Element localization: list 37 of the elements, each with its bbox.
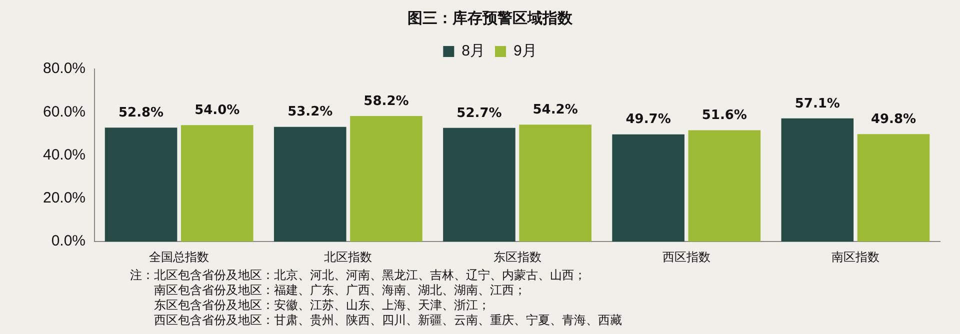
data-label: 51.6%	[702, 108, 747, 124]
x-tick-label: 南区指数	[831, 250, 880, 264]
bar	[274, 126, 346, 242]
data-label: 54.0%	[194, 102, 240, 118]
text: 南区包含省份及地区：福建、广东、广西、海南、湖北、湖南、江西；	[153, 283, 527, 298]
x-tick-label: 北区指数	[324, 250, 372, 264]
y-tick-label: 40.0%	[42, 146, 86, 164]
text: 西区包含省份及地区：甘肃、贵州、陕西、四川、新疆、云南、重庆、宁夏、青海、西藏	[153, 313, 622, 328]
x-tick-label: 全国总指数	[149, 250, 210, 264]
data-label: 49.7%	[626, 112, 671, 128]
data-label: 52.8%	[118, 106, 164, 121]
bar	[781, 118, 854, 242]
y-tick-label: 60.0%	[42, 103, 86, 120]
data-label: 49.8%	[870, 112, 916, 128]
data-label: 52.7%	[456, 106, 502, 121]
text: 东区包含省份及地区：安徽、江苏、山东、上海、天津、浙江；	[153, 298, 491, 313]
bar	[519, 124, 592, 242]
bar	[612, 134, 684, 242]
bar	[180, 125, 254, 242]
data-label: 54.2%	[532, 102, 578, 118]
x-tick-label: 东区指数	[493, 250, 542, 264]
y-tick-label: 20.0%	[42, 190, 86, 207]
bar	[857, 134, 930, 242]
bar	[350, 116, 422, 242]
data-label: 57.1%	[794, 96, 840, 112]
legend-label: 9月	[514, 42, 537, 60]
x-tick-label: 西区指数	[662, 250, 710, 264]
legend-label: 8月	[462, 42, 485, 60]
text: 注：北区包含省份及地区：北京、河北、河南、黑龙江、吉林、辽宁、内蒙古、山西；	[130, 268, 587, 283]
bar	[443, 128, 516, 242]
y-tick-label: 80.0%	[42, 60, 86, 78]
bar	[688, 130, 761, 242]
chart-title: 图三：库存预警区域指数	[408, 8, 574, 27]
data-label: 53.2%	[288, 104, 333, 120]
y-tick-label: 0.0%	[51, 232, 86, 250]
bar	[104, 128, 178, 242]
data-label: 58.2%	[364, 94, 409, 109]
